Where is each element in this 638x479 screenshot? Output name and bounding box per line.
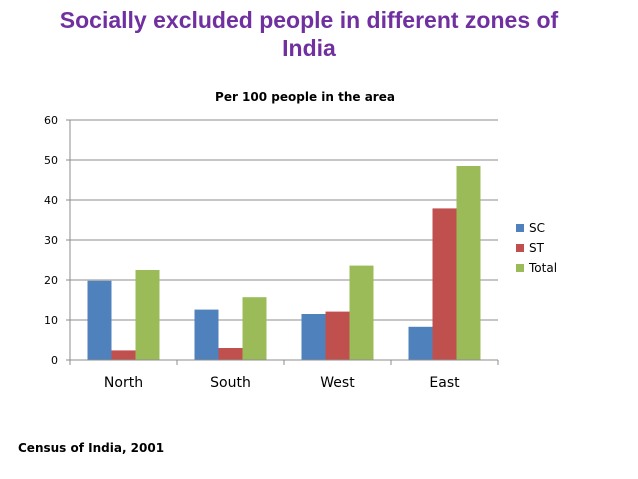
bar-total-west xyxy=(349,265,374,360)
y-tick-label: 20 xyxy=(44,274,58,287)
source-note: Census of India, 2001 xyxy=(18,441,165,455)
bar-st-south xyxy=(218,348,243,360)
bar-st-north xyxy=(111,350,136,360)
legend-swatch-sc xyxy=(516,224,524,232)
x-tick-label: East xyxy=(429,375,460,391)
legend-swatch-st xyxy=(516,244,524,252)
chart-title: Per 100 people in the area xyxy=(215,90,395,104)
bar-st-west xyxy=(325,311,350,360)
x-tick-label: North xyxy=(104,375,143,391)
x-tick-label: South xyxy=(210,375,251,391)
bar-sc-south xyxy=(194,309,219,360)
legend-label-total: Total xyxy=(528,261,557,275)
x-tick-label: West xyxy=(320,375,355,391)
bar-sc-east xyxy=(408,326,433,360)
legend-label-st: ST xyxy=(529,241,545,255)
bar-sc-north xyxy=(87,280,112,360)
bar-sc-west xyxy=(301,314,326,360)
y-tick-label: 60 xyxy=(44,114,58,127)
y-tick-label: 40 xyxy=(44,194,58,207)
slide-title: Socially excluded people in different zo… xyxy=(0,6,638,62)
bar-total-east xyxy=(456,166,481,360)
y-tick-label: 0 xyxy=(51,354,58,367)
legend-label-sc: SC xyxy=(529,221,545,235)
y-tick-label: 10 xyxy=(44,314,58,327)
slide-title-line1: Socially excluded people in different zo… xyxy=(59,7,559,33)
bar-st-east xyxy=(432,208,457,360)
bar-total-south xyxy=(242,297,267,360)
bar-total-north xyxy=(135,270,160,360)
y-tick-label: 30 xyxy=(44,234,58,247)
legend-swatch-total xyxy=(516,264,524,272)
y-tick-label: 50 xyxy=(44,154,58,167)
slide-title-line2: India xyxy=(282,35,336,61)
